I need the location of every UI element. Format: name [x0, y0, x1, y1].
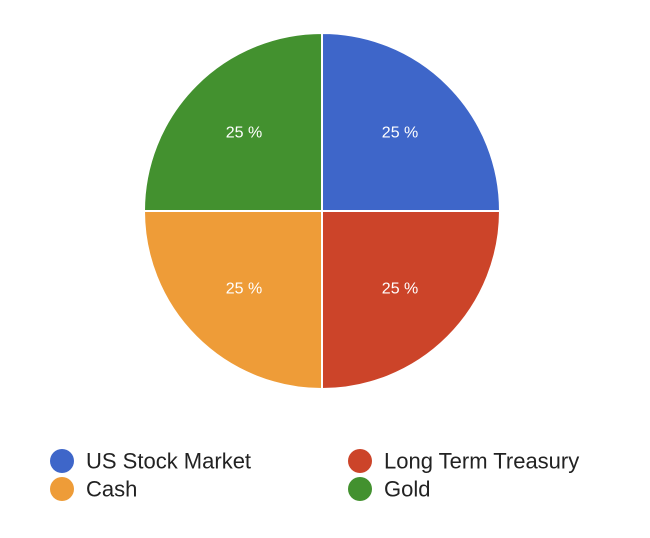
- legend: US Stock Market Long Term Treasury Cash Gol…: [50, 449, 579, 502]
- legend-label: Gold: [384, 477, 430, 502]
- legend-label: Cash: [86, 477, 137, 502]
- pie-slice-long-term-treasury: [321, 210, 502, 391]
- legend-label: US Stock Market: [86, 449, 251, 474]
- legend-label: Long Term Treasury: [384, 449, 579, 474]
- slice-value-label: 25 %: [382, 124, 418, 141]
- legend-item-cash: Cash: [50, 477, 137, 502]
- slice-value-label: 25 %: [226, 281, 262, 298]
- legend-swatch: [50, 477, 74, 501]
- pie-slices: [142, 31, 502, 391]
- slice-value-label: 25 %: [226, 124, 262, 141]
- slice-value-label: 25 %: [382, 281, 418, 298]
- pie-slice-gold: [142, 31, 323, 212]
- pie-slice-us-stock-market: [321, 31, 502, 212]
- legend-swatch: [348, 477, 372, 501]
- legend-item-long-term-treasury: Long Term Treasury: [348, 449, 579, 474]
- legend-item-us-stock-market: US Stock Market: [50, 449, 251, 474]
- pie-slice-labels: 25 % 25 % 25 % 25 %: [226, 124, 419, 297]
- pie-slice-cash: [142, 210, 323, 391]
- legend-swatch: [348, 449, 372, 473]
- legend-swatch: [50, 449, 74, 473]
- legend-item-gold: Gold: [348, 477, 430, 502]
